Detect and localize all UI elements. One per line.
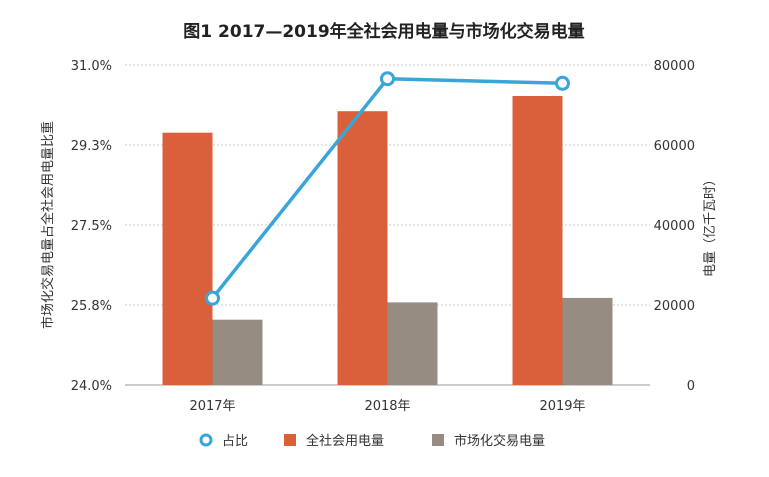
chart-title: 图1 2017—2019年全社会用电量与市场化交易电量 [183,21,584,42]
x-tick-label: 2019年 [539,399,585,414]
bar [212,319,263,385]
right-tick-label: 40000 [654,219,695,234]
legend: 占比 全社会用电量 市场化交易电量 [199,433,545,449]
legend-label: 市场化交易电量 [454,433,545,449]
right-tick-label: 80000 [654,59,695,74]
bar [512,95,563,385]
line-point [555,75,570,91]
bar [562,297,613,385]
right-tick-label: 60000 [654,139,695,154]
line-point [205,290,220,306]
x-tick-label: 2017年 [189,399,235,414]
bar [162,132,213,385]
bar [387,302,438,385]
right-tick-label: 0 [687,379,695,394]
x-tick-label: 2018年 [364,399,410,414]
left-axis-ticks: 24.0% 25.8% 27.5% 29.3% 31.0% [71,59,112,394]
right-tick-label: 20000 [654,299,695,314]
left-tick-label: 31.0% [71,59,112,74]
bar [337,111,388,385]
bars [162,95,613,385]
left-tick-label: 24.0% [71,379,112,394]
left-tick-label: 25.8% [71,299,112,314]
legend-marker-bar [432,434,444,446]
right-axis-label: 电量（亿千瓦时） [703,173,718,277]
left-tick-label: 29.3% [71,139,112,154]
line-series [205,71,570,306]
legend-marker-bar [284,434,296,446]
legend-label: 占比 [222,434,248,449]
left-axis-label: 市场化交易电量占全社会用电量比重 [40,121,56,329]
right-axis-ticks: 0 20000 40000 60000 80000 [654,59,695,394]
x-axis-ticks: 2017年 2018年 2019年 [189,399,585,414]
legend-marker-line [199,433,213,447]
line-point [380,71,395,87]
legend-label: 全社会用电量 [306,433,384,449]
left-tick-label: 27.5% [71,219,112,234]
